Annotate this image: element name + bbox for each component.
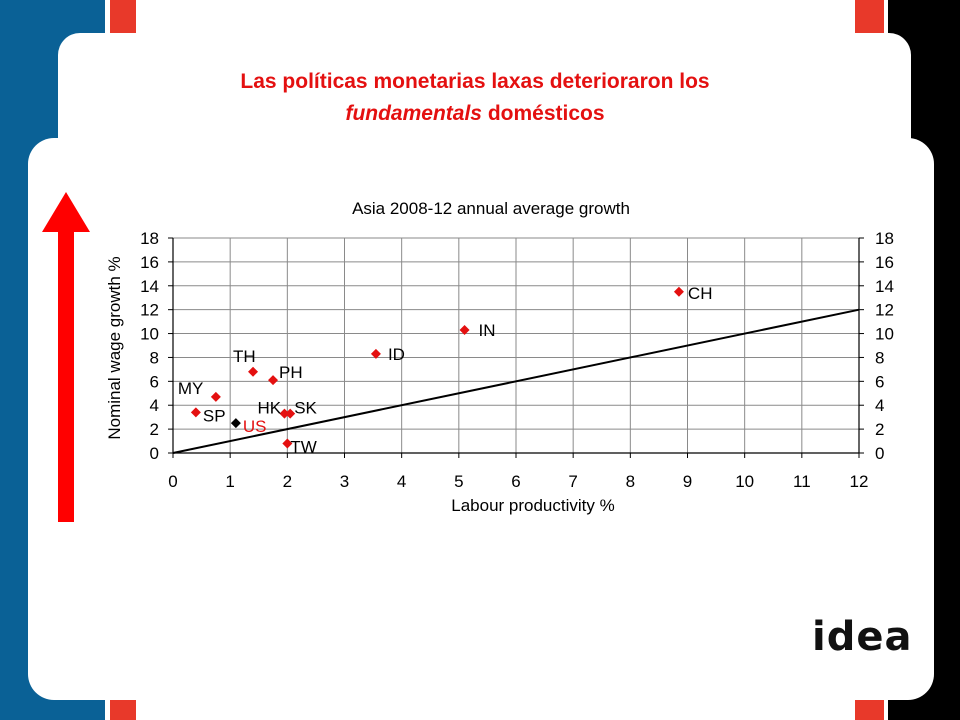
y2-tick-label: 0 — [875, 444, 884, 463]
point-label-ph: PH — [279, 363, 303, 382]
point-in — [459, 324, 470, 335]
x-tick-label: 1 — [225, 472, 234, 491]
point-label-in: IN — [479, 321, 496, 340]
point-label-tw: TW — [290, 437, 316, 456]
point-id — [370, 348, 381, 359]
y-tick-label: 4 — [150, 396, 159, 415]
accent-bottom-right — [855, 697, 884, 720]
y-tick-label: 10 — [140, 325, 159, 344]
accent-bottom-left — [110, 697, 136, 720]
title-line1: Las políticas monetarias laxas deteriora… — [240, 70, 710, 93]
y2-tick-label: 8 — [875, 348, 884, 367]
point-us — [230, 418, 241, 429]
x-tick-label: 3 — [340, 472, 349, 491]
point-th — [248, 366, 259, 377]
y2-tick-label: 4 — [875, 396, 884, 415]
x-tick-label: 11 — [793, 472, 811, 491]
y2-tick-label: 10 — [875, 325, 894, 344]
x-tick-label: 5 — [454, 472, 463, 491]
point-label-sp: SP — [203, 406, 226, 425]
x-tick-label: 2 — [283, 472, 292, 491]
y-tick-label: 6 — [150, 372, 159, 391]
title-italic: fundamentals — [345, 102, 482, 125]
point-label-us: US — [243, 417, 267, 436]
x-tick-label: 4 — [397, 472, 406, 491]
y2-tick-label: 6 — [875, 372, 884, 391]
point-label-id: ID — [388, 345, 405, 364]
y-tick-label: 0 — [150, 444, 159, 463]
x-tick-label: 10 — [735, 472, 754, 491]
y-tick-label: 18 — [140, 229, 159, 248]
idea-logo: idea — [812, 614, 913, 660]
point-ph — [268, 375, 279, 386]
point-hk — [279, 408, 290, 419]
x-tick-label: 8 — [626, 472, 635, 491]
point-sk — [285, 408, 296, 419]
y2-tick-label: 14 — [875, 277, 894, 296]
grid — [172, 237, 860, 454]
y-tick-label: 2 — [150, 420, 159, 439]
point-label-th: TH — [233, 347, 256, 366]
point-label-my: MY — [178, 379, 204, 398]
axes — [168, 237, 864, 458]
x-tick-label: 9 — [683, 472, 692, 491]
point-label-hk: HK — [257, 399, 281, 418]
point-label-sk: SK — [294, 399, 317, 418]
point-label-ch: CH — [688, 284, 713, 303]
y-tick-label: 16 — [140, 253, 159, 272]
accent-top-right — [855, 0, 884, 33]
point-sp — [190, 407, 201, 418]
data-points: CH IN ID TH PH MY SP HK SK US TW — [178, 284, 713, 457]
y2-tick-label: 12 — [875, 301, 894, 320]
slide-title: Las políticas monetarias laxas deteriora… — [110, 66, 840, 130]
x-tick-label: 0 — [168, 472, 177, 491]
point-tw — [282, 438, 293, 449]
x-tick-label: 6 — [511, 472, 520, 491]
reference-line — [172, 308, 860, 454]
y-tick-label: 14 — [140, 277, 159, 296]
y2-tick-label: 16 — [875, 253, 894, 272]
x-tick-label: 7 — [568, 472, 577, 491]
point-ch — [673, 286, 684, 297]
scatter-chart: Asia 2008-12 annual average growth 0 02 24… — [105, 199, 894, 515]
y-tick-label: 12 — [140, 301, 159, 320]
chart-title: Asia 2008-12 annual average growth — [352, 199, 630, 218]
point-my — [210, 391, 221, 402]
reference-line-layer — [172, 308, 860, 454]
y2-tick-label: 18 — [875, 229, 894, 248]
y-tick-label: 8 — [150, 348, 159, 367]
x-axis-label: Labour productivity % — [451, 496, 614, 515]
body-card — [28, 138, 934, 700]
accent-top-left — [110, 0, 136, 33]
y-axis-label: Nominal wage growth % — [105, 256, 124, 439]
x-tick-label: 12 — [850, 472, 869, 491]
up-arrow-icon — [42, 192, 90, 522]
y2-tick-label: 2 — [875, 420, 884, 439]
title-rest: domésticos — [481, 102, 605, 125]
